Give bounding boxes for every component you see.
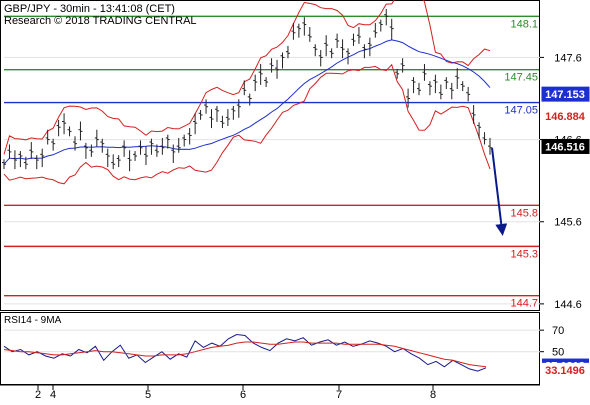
level-layer: 148.1 147.45 147.05 145.8 145.3 144.7 — [4, 15, 539, 310]
x-tick-label: 4 — [50, 389, 56, 400]
x-tick-label: 8 — [430, 389, 436, 400]
rsi-tag-label: 33.1496 — [545, 365, 585, 377]
grid-layer — [4, 56, 540, 305]
y-tick-label: 147.6 — [554, 52, 582, 64]
rsi-y-axis: 70 50 — [540, 325, 564, 359]
x-tick-label: 7 — [336, 389, 342, 400]
moving-average — [3, 39, 491, 165]
price-tag-box — [541, 86, 590, 102]
rsi-grid — [4, 329, 540, 353]
chart-title: GBP/JPY - 30min - 13:41:08 (CET) — [4, 3, 175, 15]
forecast-arrow — [491, 147, 508, 236]
price-tag-box — [541, 138, 590, 154]
chart-subtitle: Research © 2018 TRADING CENTRAL — [4, 15, 197, 27]
x-tick-label: 2 — [35, 389, 41, 400]
price-tag-box — [541, 108, 590, 124]
y-tick-label: 144.6 — [554, 299, 582, 311]
price-panel-frame — [0, 0, 540, 311]
price-tag-label: 147.153 — [545, 89, 585, 101]
rsi-title: RSI14 - 9MA — [4, 315, 62, 326]
price-tags: 147.153 146.884 146.516 — [541, 86, 590, 154]
x-tick-label: 6 — [240, 389, 246, 400]
level-label: 148.1 — [510, 18, 538, 30]
level-label: 147.05 — [504, 105, 538, 117]
rsi-tick-label: 50 — [552, 347, 564, 359]
y-tick-label: 145.6 — [554, 217, 582, 229]
rsi-tags: 37.131333.1496 — [542, 358, 589, 377]
rsi-ma-line — [3, 341, 487, 368]
price-tag-label: 146.884 — [545, 111, 586, 123]
x-tick-label: 5 — [145, 389, 151, 400]
upper-band — [3, 0, 491, 155]
level-label: 147.45 — [504, 72, 538, 84]
rsi-tick-label: 70 — [552, 325, 564, 337]
level-label: 145.3 — [510, 248, 538, 260]
level-label: 144.7 — [510, 298, 538, 310]
lower-band — [3, 63, 491, 185]
bollinger-bands — [3, 0, 491, 185]
rsi-tag-box — [542, 362, 589, 377]
level-label: 145.8 — [510, 207, 538, 219]
rsi-series — [3, 333, 487, 372]
price-tag-label: 146.516 — [545, 141, 585, 153]
price-series — [2, 8, 492, 172]
rsi-panel-frame — [0, 312, 540, 385]
